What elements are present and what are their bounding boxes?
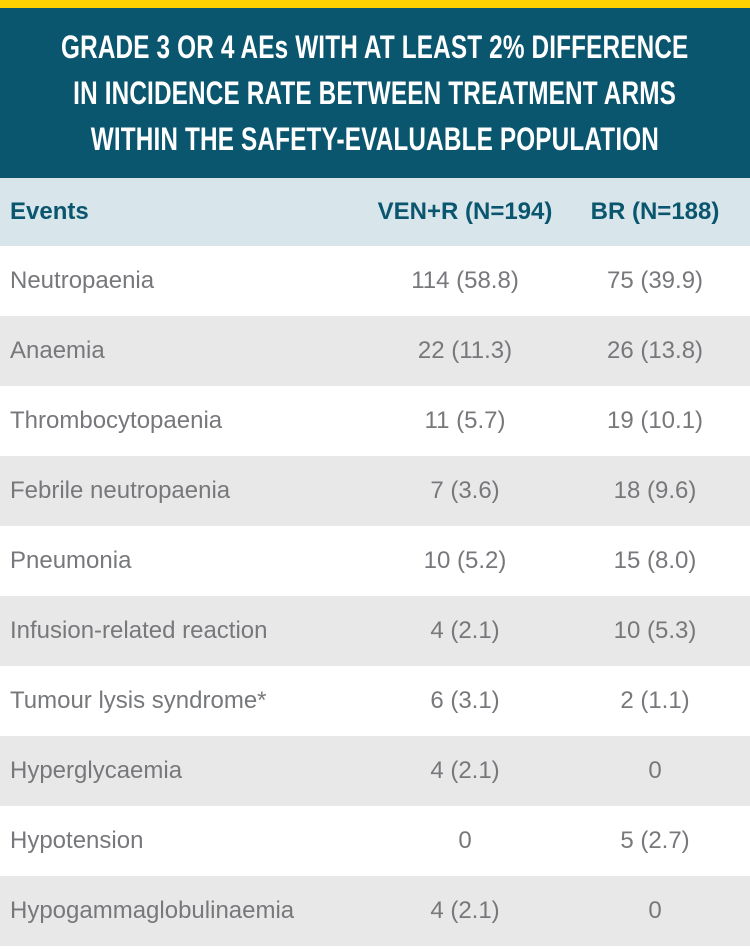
br-value: 5 (2.7) (620, 827, 690, 854)
event-name: Pneumonia (10, 547, 132, 574)
br-value: 0 (648, 897, 662, 924)
column-header-venr: VEN+R (N=194) (377, 198, 553, 225)
br-value: 10 (5.3) (613, 617, 697, 644)
event-name: Hypotension (10, 827, 144, 854)
venr-value: 4 (2.1) (430, 617, 500, 644)
br-value: 26 (13.8) (606, 337, 704, 364)
table-row: Febrile neutropaenia 7 (3.6) 18 (9.6) (0, 456, 750, 526)
event-name: Thrombocytopaenia (10, 407, 223, 434)
venr-value: 6 (3.1) (430, 687, 500, 714)
venr-value: 0 (458, 827, 472, 854)
table-header-row: Events VEN+R (N=194) BR (N=188) (0, 178, 750, 246)
table-body: Neutropaenia 114 (58.8) 75 (39.9) Anaemi… (0, 246, 750, 946)
br-value: 0 (648, 757, 662, 784)
event-name: Hyperglycaemia (10, 757, 183, 784)
event-name: Neutropaenia (10, 267, 155, 294)
venr-value: 11 (5.7) (424, 407, 506, 434)
accent-top-bar (0, 0, 750, 8)
event-name: Febrile neutropaenia (10, 477, 231, 504)
table-row: Tumour lysis syndrome* 6 (3.1) 2 (1.1) (0, 666, 750, 736)
br-value: 2 (1.1) (620, 687, 690, 714)
table-row: Infusion-related reaction 4 (2.1) 10 (5.… (0, 596, 750, 666)
event-name: Anaemia (10, 337, 105, 364)
title-line-3: WITHIN THE SAFETY-EVALUABLE POPULATION (90, 121, 660, 157)
br-value: 75 (39.9) (606, 267, 704, 294)
br-value: 18 (9.6) (613, 477, 697, 504)
venr-value: 7 (3.6) (430, 477, 500, 504)
table-row: Neutropaenia 114 (58.8) 75 (39.9) (0, 246, 750, 316)
event-name: Tumour lysis syndrome* (10, 687, 267, 714)
br-value: 19 (10.1) (606, 407, 704, 434)
venr-value: 10 (5.2) (423, 547, 507, 574)
venr-value: 4 (2.1) (430, 757, 500, 784)
event-name: Infusion-related reaction (10, 617, 268, 644)
table-row: Anaemia 22 (11.3) 26 (13.8) (0, 316, 750, 386)
event-name: Hypogammaglobulinaemia (10, 897, 295, 924)
title-banner: GRADE 3 OR 4 AEs WITH AT LEAST 2% DIFFER… (0, 8, 750, 178)
table-row: Thrombocytopaenia 11 (5.7) 19 (10.1) (0, 386, 750, 456)
title-line-1: GRADE 3 OR 4 AEs WITH AT LEAST 2% DIFFER… (61, 29, 689, 65)
br-value: 15 (8.0) (613, 547, 697, 574)
title-line-2: IN INCIDENCE RATE BETWEEN TREATMENT ARMS (73, 75, 677, 111)
column-header-br: BR (N=188) (590, 198, 720, 225)
venr-value: 4 (2.1) (430, 897, 500, 924)
column-header-events: Events (10, 198, 89, 225)
table-row: Hypotension 0 5 (2.7) (0, 806, 750, 876)
table-row: Hyperglycaemia 4 (2.1) 0 (0, 736, 750, 806)
table-row: Hypogammaglobulinaemia 4 (2.1) 0 (0, 876, 750, 946)
table-row: Pneumonia 10 (5.2) 15 (8.0) (0, 526, 750, 596)
venr-value: 22 (11.3) (417, 337, 513, 364)
venr-value: 114 (58.8) (411, 267, 519, 294)
